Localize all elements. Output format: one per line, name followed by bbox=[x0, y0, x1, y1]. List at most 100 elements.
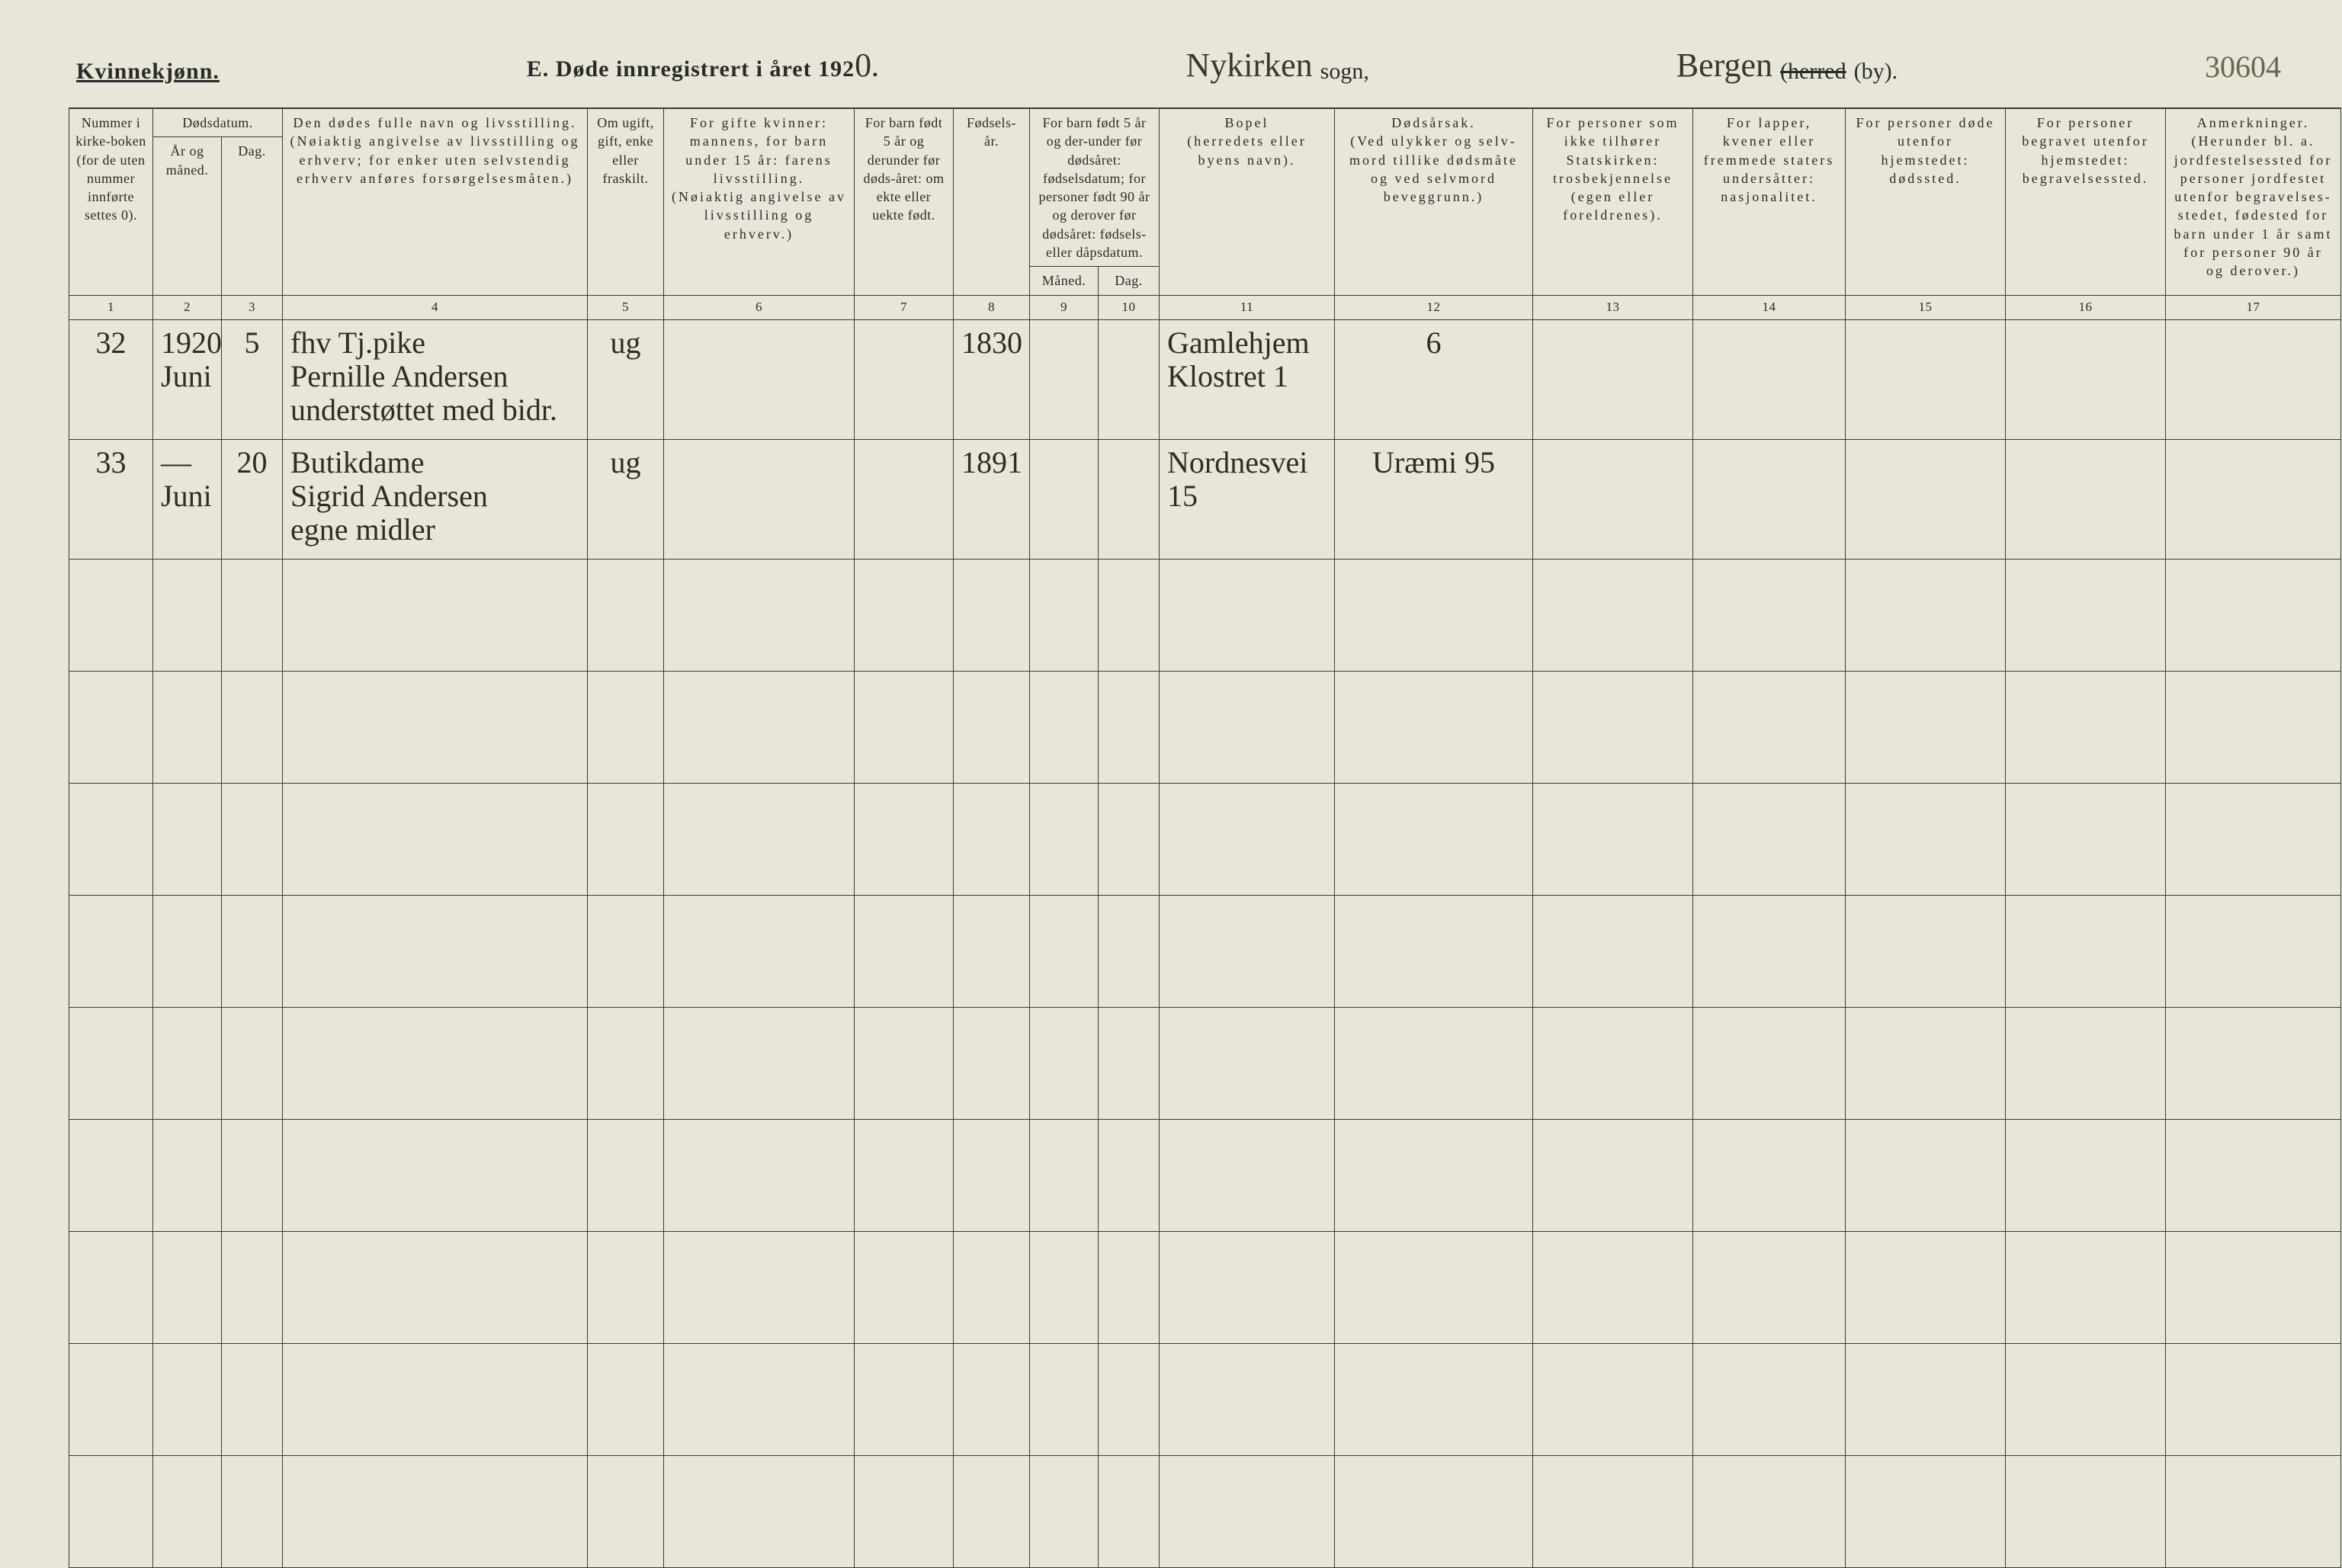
empty-cell bbox=[664, 1007, 855, 1119]
sogn-group: Nykirken sogn, bbox=[1185, 46, 1368, 85]
colno-15: 15 bbox=[1846, 295, 2006, 319]
col-header-dodsdatum: Dødsdatum. bbox=[153, 108, 283, 137]
empty-cell bbox=[954, 1231, 1030, 1343]
empty-cell bbox=[1693, 1007, 1846, 1119]
cell-col10 bbox=[1099, 439, 1160, 559]
empty-cell bbox=[588, 1119, 664, 1231]
table-row bbox=[69, 1343, 2341, 1455]
sogn-label: sogn, bbox=[1320, 59, 1369, 85]
col-header-9-top: For barn født 5 år og der-under før døds… bbox=[1030, 108, 1160, 267]
cell-residence: GamlehjemKlostret 1 bbox=[1160, 319, 1335, 439]
empty-cell bbox=[283, 1007, 588, 1119]
empty-cell bbox=[2166, 1343, 2341, 1455]
cell-c16 bbox=[2006, 319, 2166, 439]
empty-cell bbox=[2006, 1119, 2166, 1231]
empty-cell bbox=[222, 559, 283, 671]
empty-cell bbox=[1335, 559, 1533, 671]
empty-cell bbox=[855, 1343, 954, 1455]
col17-text: Anmerkninger.(Herunder bl. a. jordfestel… bbox=[2174, 115, 2333, 278]
by-group: Bergen (herred (by). bbox=[1676, 46, 1898, 85]
empty-cell bbox=[1160, 559, 1335, 671]
empty-cell bbox=[153, 783, 222, 895]
by-handwritten: Bergen bbox=[1676, 46, 1773, 85]
form-title: E. Døde innregistrert i året 1920. bbox=[527, 46, 879, 85]
empty-cell bbox=[664, 1343, 855, 1455]
table-row bbox=[69, 559, 2341, 671]
colno-8: 8 bbox=[954, 295, 1030, 319]
empty-cell bbox=[1335, 1231, 1533, 1343]
table-header: Nummer i kirke-boken (for de uten nummer… bbox=[69, 108, 2341, 319]
empty-cell bbox=[1335, 783, 1533, 895]
empty-cell bbox=[855, 895, 954, 1007]
col-header-14: For lapper, kvener eller fremmede stater… bbox=[1693, 108, 1846, 295]
empty-cell bbox=[588, 895, 664, 1007]
empty-cell bbox=[1693, 559, 1846, 671]
cell-birth_year: 1830 bbox=[954, 319, 1030, 439]
cell-cause: 6 bbox=[1335, 319, 1533, 439]
empty-cell bbox=[1030, 783, 1099, 895]
table-row bbox=[69, 895, 2341, 1007]
death-register-table: Nummer i kirke-boken (for de uten nummer… bbox=[69, 107, 2341, 1568]
empty-cell bbox=[283, 1119, 588, 1231]
empty-cell bbox=[1693, 895, 1846, 1007]
col15-text: For personer døde utenfor hjemstedet: dø… bbox=[1856, 115, 1995, 186]
page-number: 30604 bbox=[2205, 49, 2281, 85]
empty-cell bbox=[954, 559, 1030, 671]
colno-14: 14 bbox=[1693, 295, 1846, 319]
cell-year_month: —Juni bbox=[153, 439, 222, 559]
empty-cell bbox=[69, 895, 153, 1007]
empty-cell bbox=[1533, 1231, 1693, 1343]
empty-cell bbox=[283, 671, 588, 783]
empty-cell bbox=[1335, 895, 1533, 1007]
empty-cell bbox=[1160, 671, 1335, 783]
empty-cell bbox=[855, 783, 954, 895]
empty-cell bbox=[2166, 895, 2341, 1007]
table-row bbox=[69, 1455, 2341, 1567]
empty-cell bbox=[1693, 1119, 1846, 1231]
empty-cell bbox=[1846, 895, 2006, 1007]
empty-cell bbox=[1335, 1343, 1533, 1455]
col-header-13: For personer som ikke tilhører Statskirk… bbox=[1533, 108, 1693, 295]
empty-cell bbox=[1030, 1007, 1099, 1119]
cell-no: 33 bbox=[69, 439, 153, 559]
empty-cell bbox=[1533, 671, 1693, 783]
empty-cell bbox=[222, 895, 283, 1007]
empty-cell bbox=[855, 1455, 954, 1567]
col-header-11: Bopel(herredets eller byens navn). bbox=[1160, 108, 1335, 295]
empty-cell bbox=[153, 895, 222, 1007]
col-header-6: For gifte kvinner: mannens, for barn und… bbox=[664, 108, 855, 295]
empty-cell bbox=[1846, 1007, 2006, 1119]
empty-cell bbox=[2166, 1119, 2341, 1231]
empty-cell bbox=[222, 1007, 283, 1119]
cell-residence: Nordnesvei15 bbox=[1160, 439, 1335, 559]
empty-cell bbox=[2006, 1007, 2166, 1119]
cell-c16 bbox=[2006, 439, 2166, 559]
table-body: 321920Juni5fhv Tj.pikePernille Andersenu… bbox=[69, 319, 2341, 1567]
empty-cell bbox=[1533, 1455, 1693, 1567]
empty-cell bbox=[1533, 1119, 1693, 1231]
empty-cell bbox=[1030, 1119, 1099, 1231]
cell-c17 bbox=[2166, 439, 2341, 559]
empty-cell bbox=[2166, 671, 2341, 783]
col-header-9b: Dag. bbox=[1099, 267, 1160, 295]
empty-cell bbox=[283, 1455, 588, 1567]
col13-text: For personer som ikke tilhører Statskirk… bbox=[1547, 115, 1680, 223]
empty-cell bbox=[1099, 1343, 1160, 1455]
empty-cell bbox=[2166, 783, 2341, 895]
empty-cell bbox=[69, 559, 153, 671]
empty-cell bbox=[2006, 895, 2166, 1007]
cell-c13 bbox=[1533, 439, 1693, 559]
empty-cell bbox=[1693, 1231, 1846, 1343]
empty-cell bbox=[153, 1455, 222, 1567]
empty-cell bbox=[855, 559, 954, 671]
col16-text: For personer begravet utenfor hjemstedet… bbox=[2022, 115, 2148, 186]
empty-cell bbox=[69, 1343, 153, 1455]
cell-col9 bbox=[1030, 319, 1099, 439]
empty-cell bbox=[1846, 671, 2006, 783]
empty-cell bbox=[69, 671, 153, 783]
empty-cell bbox=[1335, 671, 1533, 783]
col6-text: For gifte kvinner: mannens, for barn und… bbox=[672, 115, 846, 242]
col-header-1: Nummer i kirke-boken (for de uten nummer… bbox=[69, 108, 153, 295]
table-row: 321920Juni5fhv Tj.pikePernille Andersenu… bbox=[69, 319, 2341, 439]
empty-cell bbox=[283, 1343, 588, 1455]
